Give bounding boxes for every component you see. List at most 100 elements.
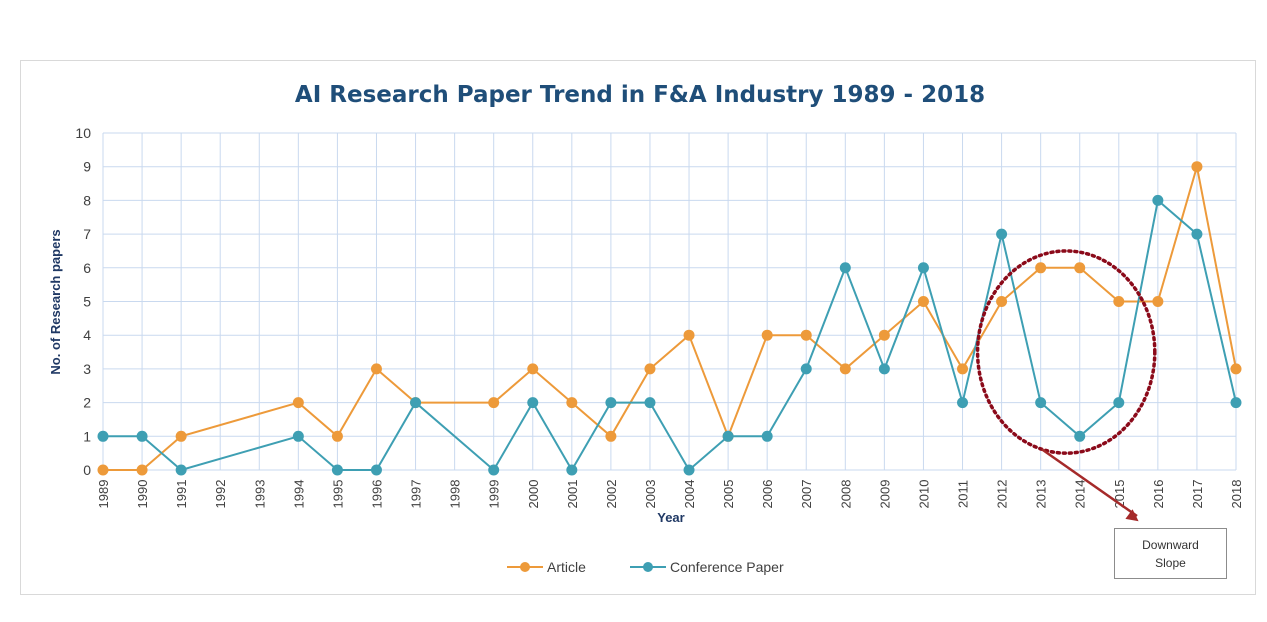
data-point xyxy=(488,397,500,409)
data-point xyxy=(97,464,109,476)
data-point xyxy=(996,296,1008,307)
x-tick-label: 2007 xyxy=(799,480,814,509)
legend-marker xyxy=(643,562,653,572)
data-point xyxy=(839,262,851,274)
data-point xyxy=(1074,262,1086,274)
y-axis-label: No. of Research papers xyxy=(48,229,63,374)
data-point xyxy=(917,296,929,307)
y-tick-label: 6 xyxy=(83,260,91,276)
x-tick-label: 2018 xyxy=(1229,480,1244,509)
x-tick-label: 1994 xyxy=(291,480,306,509)
x-axis-label: Year xyxy=(657,510,684,525)
data-point xyxy=(878,363,890,375)
x-tick-label: 1991 xyxy=(174,480,189,509)
data-point xyxy=(996,228,1008,240)
y-tick-label: 9 xyxy=(83,159,91,175)
x-tick-label: 2012 xyxy=(995,480,1010,509)
data-point xyxy=(800,329,812,341)
data-point xyxy=(917,262,929,274)
data-point xyxy=(957,397,969,409)
annotation-arrow xyxy=(1041,448,1138,518)
x-tick-label: 2006 xyxy=(760,480,775,509)
y-tick-label: 2 xyxy=(83,395,91,411)
y-tick-label: 7 xyxy=(83,226,91,242)
x-tick-label: 1997 xyxy=(409,480,424,509)
x-tick-label: 1998 xyxy=(448,480,463,509)
data-point xyxy=(761,430,773,442)
x-tick-label: 2002 xyxy=(604,480,619,509)
x-tick-label: 1990 xyxy=(135,480,150,509)
annotation-box: Downward Slope xyxy=(1114,528,1227,579)
x-tick-label: 1996 xyxy=(369,480,384,509)
x-tick-label: 2014 xyxy=(1073,480,1088,509)
data-point xyxy=(605,430,617,442)
data-point xyxy=(331,464,343,476)
data-point xyxy=(175,430,187,442)
data-point xyxy=(1152,296,1164,307)
data-point xyxy=(1191,161,1203,173)
x-tick-label: 2004 xyxy=(682,480,697,509)
data-point xyxy=(644,397,656,409)
series-conference-paper xyxy=(97,194,1242,476)
annotation-layer xyxy=(975,249,1157,522)
y-tick-label: 3 xyxy=(83,361,91,377)
legend-item: Article xyxy=(507,559,586,575)
y-tick-label: 0 xyxy=(83,462,91,478)
chart-frame xyxy=(20,60,1256,595)
x-tick-label: 1999 xyxy=(487,480,502,509)
y-tick-label: 8 xyxy=(83,192,91,208)
data-point xyxy=(136,464,148,476)
data-point xyxy=(292,397,304,409)
data-point xyxy=(488,464,500,476)
y-tick-label: 10 xyxy=(75,125,91,141)
x-tick-label: 2005 xyxy=(721,480,736,509)
y-tick-label: 1 xyxy=(83,428,91,444)
x-tick-label: 2003 xyxy=(643,480,658,509)
x-tick-label: 2009 xyxy=(877,480,892,509)
data-point xyxy=(683,329,695,341)
data-point xyxy=(1152,194,1164,206)
data-point xyxy=(1035,397,1047,409)
data-point xyxy=(878,329,890,341)
data-point xyxy=(370,363,382,375)
data-point xyxy=(292,430,304,442)
x-tick-label: 2010 xyxy=(916,480,931,509)
data-point xyxy=(605,397,617,409)
data-point xyxy=(370,464,382,476)
x-tick-label: 1992 xyxy=(213,480,228,509)
y-tick-label: 5 xyxy=(83,294,91,310)
x-tick-label: 2016 xyxy=(1151,480,1166,509)
data-series xyxy=(97,161,1242,476)
x-tick-label: 1995 xyxy=(330,480,345,509)
y-tick-labels: 0 1 2 3 4 5 6 7 8 9 10 xyxy=(75,125,91,478)
x-tick-label: 2000 xyxy=(526,480,541,509)
chart-title: AI Research Paper Trend in F&A Industry … xyxy=(295,82,985,108)
x-tick-label: 2013 xyxy=(1034,480,1049,509)
legend: Article Conference Paper xyxy=(507,559,784,575)
x-tick-label: 2017 xyxy=(1190,480,1205,509)
data-point xyxy=(175,464,187,476)
y-tick-label: 4 xyxy=(83,327,91,343)
x-tick-label: 2011 xyxy=(956,480,971,508)
data-point xyxy=(683,464,695,476)
data-point xyxy=(1230,363,1242,375)
data-point xyxy=(1113,397,1125,409)
data-point xyxy=(839,363,851,375)
legend-label: Article xyxy=(547,559,586,575)
x-tick-label: 2001 xyxy=(565,480,580,509)
annotation-arrowhead xyxy=(1125,509,1139,522)
x-tick-label: 1989 xyxy=(96,480,111,509)
x-tick-label: 1993 xyxy=(252,480,267,509)
highlight-circle xyxy=(975,249,1157,455)
data-point xyxy=(1035,262,1047,274)
data-point xyxy=(800,363,812,375)
data-point xyxy=(1113,296,1125,307)
data-point xyxy=(331,430,343,442)
data-point xyxy=(566,464,578,476)
x-tick-labels: 1989 1990 1991 1992 1993 1994 1995 1996 1997 1998… xyxy=(96,480,1244,509)
data-point xyxy=(1074,430,1086,442)
data-point xyxy=(644,363,656,375)
legend-marker xyxy=(520,562,530,572)
data-point xyxy=(566,397,578,409)
